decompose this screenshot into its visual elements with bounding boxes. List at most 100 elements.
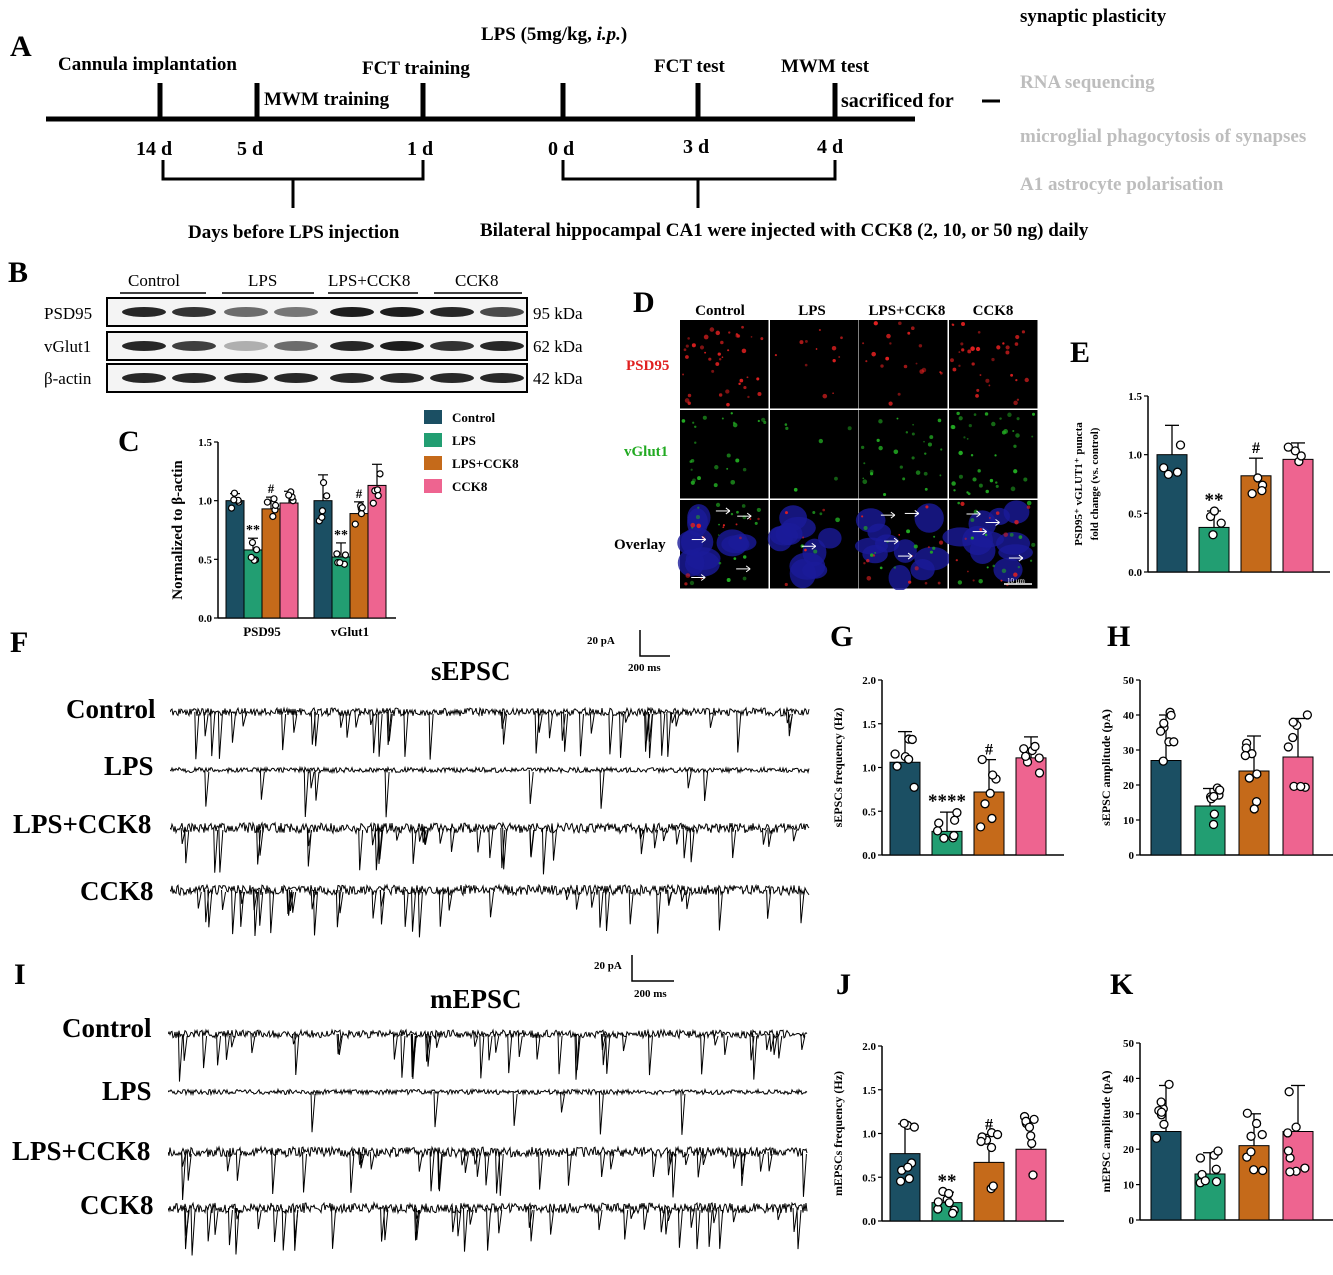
- micro-punctum: [995, 484, 999, 488]
- micro-punctum: [726, 453, 731, 458]
- trace-event: [240, 889, 246, 905]
- micro-punctum: [937, 581, 941, 585]
- y-tick-label: 0.5: [1128, 508, 1142, 520]
- data-point: [1242, 1108, 1253, 1118]
- significance-mark: #: [268, 481, 275, 496]
- wb-band: [172, 373, 216, 383]
- micro-arrow-head: [746, 512, 752, 520]
- trace-event: [500, 827, 506, 869]
- trace-event: [534, 711, 540, 754]
- data-point: [1155, 726, 1166, 736]
- micro-punctum: [958, 450, 963, 456]
- trace-event: [213, 1207, 219, 1235]
- micro-punctum: [952, 323, 955, 327]
- micro-punctum: [956, 411, 960, 416]
- trace-event: [538, 1151, 544, 1190]
- micro-nucleus: [716, 529, 749, 557]
- data-point: [269, 512, 277, 521]
- data-point: [1200, 1176, 1210, 1186]
- trace-event: [651, 1151, 657, 1177]
- trace-event: [204, 889, 210, 923]
- data-point: [980, 799, 990, 809]
- mepsc-label-cck8: CCK8: [80, 1190, 154, 1220]
- micro-punctum: [743, 385, 747, 390]
- data-point: [1030, 741, 1040, 752]
- trace-event: [713, 1033, 719, 1046]
- data-point: [1026, 1131, 1036, 1141]
- micro-punctum: [692, 478, 696, 483]
- micro-punctum: [1013, 469, 1018, 474]
- micro-punctum: [718, 523, 720, 526]
- micro-punctum: [709, 327, 715, 332]
- micro-punctum: [883, 492, 887, 497]
- trace-event: [259, 769, 265, 800]
- micro-punctum: [711, 369, 715, 373]
- micro-punctum: [924, 487, 928, 491]
- trace-event: [799, 889, 805, 924]
- wb-band: [274, 307, 318, 317]
- trace-event: [644, 711, 650, 752]
- micro-arrow-head: [1018, 554, 1024, 562]
- trace-event: [227, 1207, 233, 1246]
- trace-event: [494, 1033, 500, 1053]
- micro-punctum: [972, 477, 977, 482]
- data-point: [1257, 485, 1267, 496]
- trace-event: [310, 711, 316, 745]
- trace-event: [181, 1151, 187, 1201]
- day-14: 14 d: [136, 138, 173, 160]
- y-tick-label: 1.0: [862, 763, 876, 775]
- trace-event: [563, 711, 569, 752]
- micro-punctum: [726, 578, 731, 583]
- data-point: [1258, 1165, 1268, 1176]
- trace-event: [717, 889, 723, 931]
- trace-event: [642, 1207, 648, 1230]
- trace-event: [624, 711, 630, 723]
- micro-punctum: [695, 515, 701, 520]
- mepsc-label-lps: LPS: [102, 1076, 152, 1106]
- micro-punctum: [976, 388, 980, 392]
- trace-event: [221, 889, 227, 910]
- wb-band: [172, 341, 216, 351]
- trace-event: [294, 1033, 300, 1075]
- label-sacrificed: sacrificed for: [841, 90, 954, 112]
- panel-h-letter: H: [1107, 620, 1131, 653]
- trace-event: [387, 711, 393, 742]
- trace-event: [213, 827, 219, 873]
- data-point: [1019, 744, 1029, 754]
- trace-event: [231, 889, 237, 935]
- trace-event: [685, 889, 691, 910]
- trace-event: [384, 769, 390, 818]
- trace-event: [684, 1151, 690, 1166]
- micro-punctum: [979, 374, 982, 376]
- panel-b-letter: B: [8, 256, 29, 289]
- wb-band: [480, 341, 524, 351]
- micro-col-control: Control: [695, 303, 745, 319]
- micro-punctum: [696, 523, 702, 529]
- trace-control: [170, 706, 810, 718]
- trace-event: [488, 827, 494, 859]
- micro-punctum: [1014, 519, 1019, 525]
- micro-punctum: [847, 426, 852, 431]
- wb-group-lps: LPS: [248, 271, 278, 290]
- micro-punctum: [924, 452, 927, 455]
- data-point: [909, 1122, 919, 1132]
- micro-punctum: [721, 417, 724, 420]
- trace-event: [463, 1151, 469, 1173]
- trace-event: [310, 889, 316, 910]
- panel-d-letter: D: [633, 286, 655, 319]
- data-point: [285, 491, 293, 499]
- sepsc-label-cck8: CCK8: [80, 876, 154, 906]
- legend-label-lps: LPS: [452, 433, 476, 448]
- micro-nucleus: [854, 537, 888, 555]
- trace-event: [400, 1033, 406, 1078]
- micro-punctum: [939, 371, 942, 374]
- data-point: [263, 498, 271, 506]
- micro-punctum: [911, 456, 915, 460]
- trace-event: [560, 1091, 566, 1113]
- micro-punctum: [834, 476, 838, 481]
- micro-punctum: [873, 321, 878, 326]
- y-tick-label: 30: [1123, 745, 1135, 757]
- wb-band: [380, 307, 424, 317]
- micro-punctum: [756, 377, 760, 381]
- micro-punctum: [866, 558, 870, 563]
